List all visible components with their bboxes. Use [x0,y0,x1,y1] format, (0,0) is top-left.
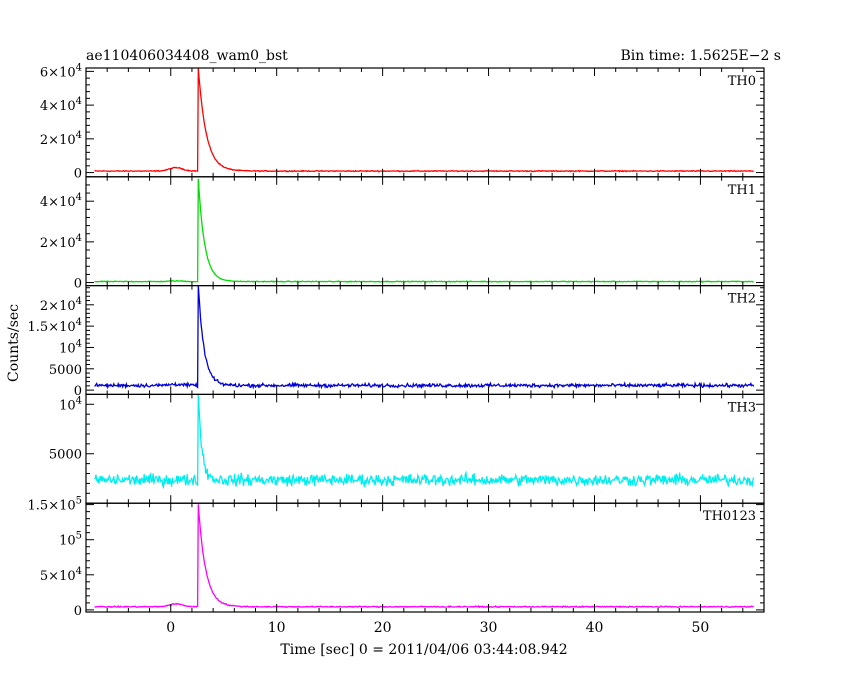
chart-title: ae110406034408_wam0_bst [86,48,288,64]
panel-frame [85,502,765,613]
panel-th1: TH1 0 2×104 4×104 [40,176,765,292]
y-tick-label: 0 [74,384,82,399]
series-line-th2 [94,285,755,390]
y-tick-label: 0 [74,167,82,182]
panel-label: TH0123 [703,509,756,524]
panel-th2: TH2 0 5000 104 1.5×104 2×104 [28,285,765,399]
panel-th3: TH3 5000 104 [49,393,765,504]
y-tick-label: 2×104 [40,233,82,251]
x-tick-label: 40 [586,620,604,636]
x-tick-label: 20 [374,620,392,636]
series-line-th3 [94,394,755,490]
series-line-th0 [94,67,754,173]
y-tick-label: 5000 [49,448,82,463]
panel-label: TH0 [728,74,756,89]
panel-label: TH1 [728,183,756,198]
series-line-th1 [94,178,754,283]
y-tick-label: 4×104 [40,96,82,114]
panel-frame [85,393,765,504]
y-tick-label: 6×104 [40,62,82,80]
panel-th0123: TH0123 0 5×104 105 1.5×105 [28,496,765,619]
y-axis-label: Counts/sec [6,304,22,382]
panel-th0: TH0 0 2×104 4×104 6×104 [40,62,765,182]
y-tick-label: 105 [59,531,82,549]
y-tick-label: 104 [59,338,82,356]
x-tick-label: 30 [480,620,498,636]
panels-group: TH002×1044×1046×104TH102×1044×104TH20500… [28,62,765,636]
series-line-th0123 [94,504,754,609]
y-tick-label: 4×104 [40,192,82,210]
y-tick-label: 1.5×105 [28,496,82,514]
y-tick-label: 2×104 [40,130,82,148]
bin-time-label: Bin time: 1.5625E−2 s [620,48,781,64]
y-tick-label: 5000 [49,363,82,378]
panel-label: TH2 [728,292,756,307]
y-tick-label: 104 [59,395,82,413]
panel-label: TH3 [728,400,756,415]
y-tick-label: 0 [74,604,82,619]
panel-frame [85,67,765,178]
x-tick-label: 10 [268,620,286,636]
panel-frame [85,176,765,287]
x-axis-label: Time [sec] 0 = 2011/04/06 03:44:08.942 [280,642,567,658]
x-tick-label: 0 [166,620,175,636]
y-tick-label: 0 [74,277,82,292]
y-tick-label: 1.5×104 [28,317,82,335]
panel-frame [85,285,765,396]
y-tick-label: 2×104 [40,296,82,314]
x-tick-label: 50 [692,620,710,636]
y-tick-label: 5×104 [40,566,82,584]
